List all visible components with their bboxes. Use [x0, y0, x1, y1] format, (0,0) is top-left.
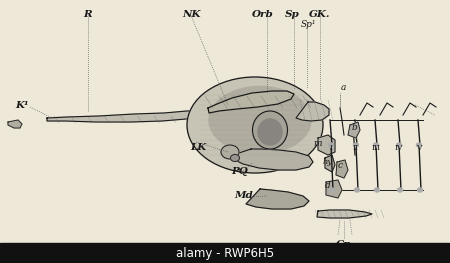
Text: a: a — [340, 83, 346, 92]
Ellipse shape — [396, 143, 401, 147]
Text: b: b — [351, 124, 357, 133]
Ellipse shape — [397, 188, 402, 192]
Text: c: c — [338, 160, 342, 169]
Ellipse shape — [355, 188, 360, 192]
Ellipse shape — [221, 145, 239, 159]
Ellipse shape — [374, 143, 378, 147]
Polygon shape — [326, 180, 342, 198]
Text: II: II — [353, 144, 359, 152]
Polygon shape — [296, 102, 329, 121]
Text: Sp: Sp — [284, 10, 299, 19]
Ellipse shape — [418, 188, 423, 192]
Ellipse shape — [230, 154, 239, 161]
Text: alamy - RWP6H5: alamy - RWP6H5 — [176, 246, 274, 260]
Ellipse shape — [328, 143, 333, 147]
Ellipse shape — [354, 143, 359, 147]
Ellipse shape — [258, 119, 282, 145]
Bar — [0, 243, 450, 263]
Ellipse shape — [329, 188, 334, 192]
Text: IV: IV — [395, 144, 403, 152]
Polygon shape — [325, 155, 335, 172]
Polygon shape — [47, 111, 207, 122]
Polygon shape — [348, 122, 360, 138]
Text: PQ: PQ — [232, 168, 248, 176]
Text: I: I — [329, 144, 333, 152]
Text: R: R — [84, 10, 92, 19]
Ellipse shape — [252, 111, 288, 149]
Text: Cp: Cp — [336, 240, 352, 249]
Text: d: d — [325, 180, 331, 190]
Ellipse shape — [187, 77, 323, 173]
Text: V: V — [416, 144, 422, 152]
Text: GK.: GK. — [309, 10, 331, 19]
Text: hy: hy — [323, 158, 333, 166]
Ellipse shape — [209, 87, 311, 154]
Polygon shape — [246, 189, 309, 209]
Polygon shape — [336, 160, 348, 178]
Text: Sp¹: Sp¹ — [300, 20, 316, 29]
Text: LK: LK — [190, 144, 206, 153]
Text: Md: Md — [234, 191, 253, 200]
Text: III: III — [372, 144, 381, 152]
Text: m: m — [314, 139, 322, 148]
Polygon shape — [230, 149, 313, 170]
Text: Orb: Orb — [252, 10, 274, 19]
Polygon shape — [8, 120, 22, 128]
Text: NK: NK — [183, 10, 201, 19]
Polygon shape — [318, 135, 335, 155]
Ellipse shape — [374, 188, 379, 192]
Polygon shape — [317, 210, 372, 218]
Ellipse shape — [417, 143, 422, 147]
Text: K¹: K¹ — [15, 100, 29, 109]
Polygon shape — [208, 91, 294, 113]
